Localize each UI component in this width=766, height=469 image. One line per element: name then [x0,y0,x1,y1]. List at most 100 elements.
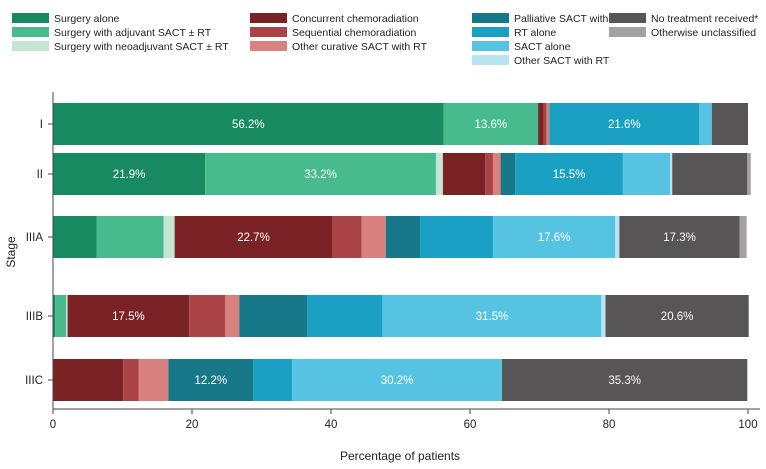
data-label-iiib-concurrent-chemoradiation: 17.5% [112,311,145,323]
x-tick-label-0: 0 [50,419,56,431]
data-label-iiia-no-treatment-received: 17.3% [663,232,696,244]
x-ticks: 0 20 40 60 80 100 [50,409,758,431]
bar-ii-surgery-alone [53,153,206,195]
x-tick-label-100: 100 [738,419,757,431]
legend-label-rt-alone: RT alone [514,27,556,39]
bar-iiib-other-curative-sact-with-rt [225,295,240,337]
bar-iiib-rt-alone [307,295,383,337]
bar-iiib-sact-alone [382,295,602,337]
bar-ii-rt-alone [515,153,623,195]
data-label-i-surgery-alone: 56.2% [232,119,265,131]
data-label-ii-surgery-alone: 21.9% [113,169,146,181]
legend-label-sact-alone: SACT alone [514,41,571,53]
data-label-iiia-concurrent-chemoradiation: 22.7% [237,232,270,244]
legend-label-sequential-chemoradiation: Sequential chemoradiation [292,27,416,39]
bar-iiia-rt-alone [419,216,493,258]
bar-i-sact-alone [699,103,712,145]
data-labels: 56.2% 13.6% 21.6% 21.9% 33.2% 15.5% 22.7% 17.6%… [112,119,696,387]
legend-label-surgery-with-neoadjuvant-sact-rt: Surgery with neoadjuvant SACT ± RT [54,41,229,53]
bar-ii-otherwise-unclassified [747,153,751,195]
legend-swatch-otherwise-unclassified [609,27,646,37]
bar-iiic-no-treatment-received [501,359,748,401]
bar-iiic-concurrent-chemoradiation [53,359,124,401]
data-label-iiib-no-treatment-received: 20.6% [661,311,694,323]
bar-iiic-sequential-chemoradiation [123,359,139,401]
bar-iiia-otherwise-unclassified [739,216,747,258]
bar-iiic-palliative-sact-with-rt [168,359,254,401]
bar-iiia-palliative-sact-with-rt [385,216,420,258]
y-tick-label-i: I [40,119,43,131]
bar-iiib-concurrent-chemoradiation [67,295,190,337]
legend-swatch-palliative-sact-with-rt [472,13,509,23]
bar-i-concurrent-chemoradiation [538,103,544,145]
bar-i-rt-alone [549,103,700,145]
bar-iiia-concurrent-chemoradiation [174,216,333,258]
bar-iiia-no-treatment-received [619,216,740,258]
y-axis-label: Stage [4,236,18,268]
legend-swatch-rt-alone [472,27,509,37]
legend-swatch-sact-alone [472,41,509,51]
bar-iiib-palliative-sact-with-rt [239,295,308,337]
x-tick-label-60: 60 [464,419,477,431]
bar-ii-other-curative-sact-with-rt [492,153,501,195]
bar-iiic-rt-alone [253,359,293,401]
legend: Surgery alone Surgery with adjuvant SACT … [12,13,758,67]
legend-label-other-sact-with-rt: Other SACT with RT [514,55,610,67]
data-label-iiic-palliative-sact-with-rt: 12.2% [194,375,227,387]
legend-swatch-surgery-with-neoadjuvant-sact-rt [12,41,49,51]
data-label-iiic-no-treatment-received: 35.3% [608,375,641,387]
bars [53,103,751,401]
y-tick-label-iiia: IIIA [26,232,44,244]
legend-label-palliative-sact-with-rt: Palliative SACT with RT [514,13,626,25]
legend-label-otherwise-unclassified: Otherwise unclassified [651,27,756,39]
bar-ii-sact-alone [622,153,671,195]
bar-iiia-surgery-with-adjuvant-sact-rt [96,216,164,258]
legend-label-surgery-alone: Surgery alone [54,13,120,25]
bar-ii-surgery-with-neoadjuvant-sact-rt [435,153,443,195]
legend-label-no-treatment-received: No treatment received* [651,13,758,25]
bar-ii-sequential-chemoradiation [485,153,493,195]
legend-swatch-surgery-with-adjuvant-sact-rt [12,27,49,37]
bar-iiib-other-sact-with-rt [601,295,606,337]
bar-i-sequential-chemoradiation [543,103,547,145]
bar-iiib-surgery-alone [53,295,56,337]
bar-iiib-surgery-with-adjuvant-sact-rt [55,295,67,337]
bar-i-no-treatment-received [711,103,748,145]
legend-swatch-surgery-alone [12,13,49,23]
bar-iiia-sact-alone [492,216,616,258]
data-label-iiic-sact-alone: 30.2% [381,375,414,387]
bar-iiic-sact-alone [292,359,502,401]
data-label-ii-surgery-with-adjuvant-sact-rt: 33.2% [304,169,337,181]
x-tick-label-80: 80 [603,419,616,431]
legend-label-other-curative-sact-with-rt: Other curative SACT with RT [292,41,428,53]
legend-swatch-no-treatment-received [609,13,646,23]
bar-iiib-sequential-chemoradiation [189,295,226,337]
y-tick-label-iiic: IIIC [25,375,43,387]
data-label-iiia-sact-alone: 17.6% [538,232,571,244]
bar-iiib-surgery-with-neoadjuvant-sact-rt [66,295,68,337]
y-tick-label-iiib: IIIB [26,311,44,323]
legend-swatch-other-sact-with-rt [472,55,509,65]
legend-label-concurrent-chemoradiation: Concurrent chemoradiation [292,13,419,25]
legend-swatch-sequential-chemoradiation [250,27,287,37]
data-label-iiib-sact-alone: 31.5% [476,311,509,323]
y-tick-label-ii: II [37,169,43,181]
bar-ii-surgery-with-adjuvant-sact-rt [205,153,436,195]
bar-iiib-no-treatment-received [605,295,749,337]
data-label-ii-rt-alone: 15.5% [553,169,586,181]
bar-ii-concurrent-chemoradiation [442,153,486,195]
bar-ii-no-treatment-received [672,153,748,195]
bar-iiia-surgery-alone [53,216,97,258]
data-label-i-surgery-with-adjuvant-sact-rt: 13.6% [475,119,508,131]
bar-iiia-surgery-with-neoadjuvant-sact-rt [163,216,175,258]
bar-iiia-other-sact-with-rt [615,216,620,258]
bar-i-other-curative-sact-with-rt [546,103,550,145]
legend-swatch-other-curative-sact-with-rt [250,41,287,51]
bar-iiic-other-curative-sact-with-rt [138,359,169,401]
bar-i-surgery-alone [53,103,444,145]
x-axis-label: Percentage of patients [340,449,460,463]
bar-iiia-sequential-chemoradiation [332,216,362,258]
legend-label-surgery-with-adjuvant-sact-rt: Surgery with adjuvant SACT ± RT [54,27,212,39]
